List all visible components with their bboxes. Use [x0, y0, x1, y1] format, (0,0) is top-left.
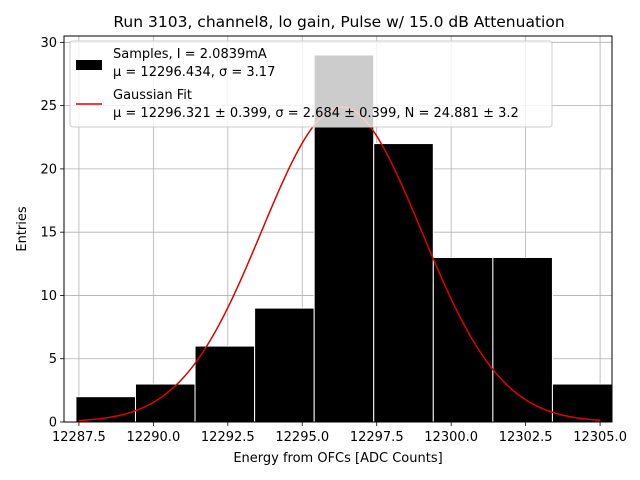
- histogram-bar-1: [134, 383, 196, 423]
- y-tick-label-0: 0: [49, 416, 57, 431]
- histogram-bar-3: [254, 307, 315, 423]
- plot-frame: [63, 35, 613, 423]
- x-axis-label: Energy from OFCs [ADC Counts]: [233, 451, 442, 466]
- y-tick-label-4: 20: [40, 162, 57, 177]
- legend-histogram-label: Samples, I = 2.0839mA: [113, 47, 267, 62]
- legend-histogram-stats: μ = 12296.434, σ = 3.17: [113, 65, 275, 80]
- x-tick-label-5: 12300.0: [424, 430, 478, 445]
- y-tick-label-3: 15: [40, 226, 57, 241]
- legend-fit-stats: μ = 12296.321 ± 0.399, σ = 2.684 ± 0.399…: [113, 106, 519, 121]
- legend-fit-label: Gaussian Fit: [113, 88, 192, 103]
- x-axis-ticks: 12287.5 12290.0 12292.5 12295.0 12297.5 12300…: [52, 422, 627, 445]
- legend-histogram-swatch: [76, 60, 102, 70]
- legend-box: [69, 40, 553, 128]
- histogram-bar-5: [373, 143, 434, 423]
- x-tick-label-7: 12305.0: [573, 430, 627, 445]
- y-tick-label-1: 5: [49, 352, 57, 367]
- y-tick-label-5: 25: [40, 99, 57, 114]
- histogram-bar-6: [432, 256, 494, 423]
- y-axis-label: Entries: [15, 206, 30, 252]
- histogram-bar-2: [194, 345, 256, 423]
- x-tick-label-4: 12297.5: [350, 430, 404, 445]
- x-tick-label-2: 12292.5: [201, 430, 255, 445]
- x-tick-label-1: 12290.0: [126, 430, 180, 445]
- y-axis-ticks: 0 5 10 15 20 25 30: [40, 36, 64, 431]
- legend: Samples, I = 2.0839mA μ = 12296.434, σ =…: [69, 40, 553, 128]
- x-tick-label-6: 12302.5: [499, 430, 553, 445]
- histogram-bar-7: [492, 256, 553, 423]
- histogram-bar-8: [551, 383, 613, 423]
- chart-title: Run 3103, channel8, lo gain, Pulse w/ 15…: [113, 13, 564, 31]
- y-tick-label-6: 30: [40, 36, 57, 51]
- y-tick-label-2: 10: [40, 289, 57, 304]
- x-tick-label-3: 12295.0: [275, 430, 329, 445]
- x-tick-label-0: 12287.5: [52, 430, 106, 445]
